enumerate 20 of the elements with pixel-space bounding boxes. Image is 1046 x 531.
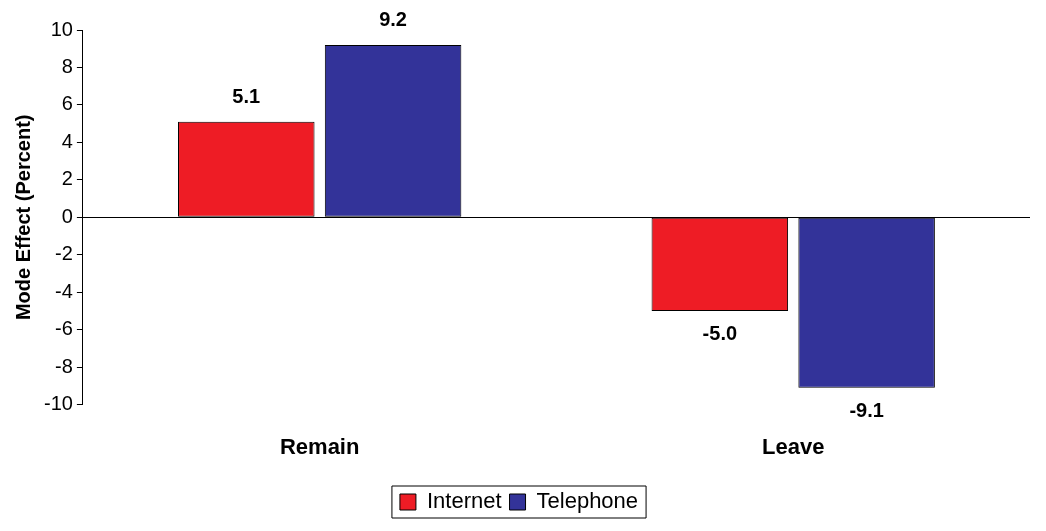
text: -9.1 — [849, 399, 884, 422]
text: 5.1 — [232, 85, 261, 108]
y-tick-label: -4 — [55, 279, 73, 302]
y-tick-label: -8 — [55, 354, 73, 377]
x-tick-label: Leave — [762, 433, 825, 459]
legend-label: Internet — [426, 488, 502, 514]
y-tick-label: 6 — [61, 92, 73, 115]
y-tick-label: 4 — [61, 129, 73, 152]
text: 9.2 — [379, 8, 407, 31]
text: -5.0 — [702, 322, 738, 345]
y-tick-label: -10 — [44, 392, 73, 415]
x-tick-label: Remain — [279, 433, 360, 459]
y-tick-label: -6 — [55, 317, 73, 340]
y-axis-title: Mode Effect (Percent) — [11, 114, 34, 321]
y-tick-label: 2 — [61, 167, 73, 190]
y-tick-label: 8 — [61, 54, 73, 77]
legend-label: Telephone — [536, 488, 639, 514]
y-tick-label: 0 — [61, 204, 73, 227]
y-tick-label: -2 — [55, 242, 73, 265]
y-tick-label: 10 — [50, 17, 73, 40]
